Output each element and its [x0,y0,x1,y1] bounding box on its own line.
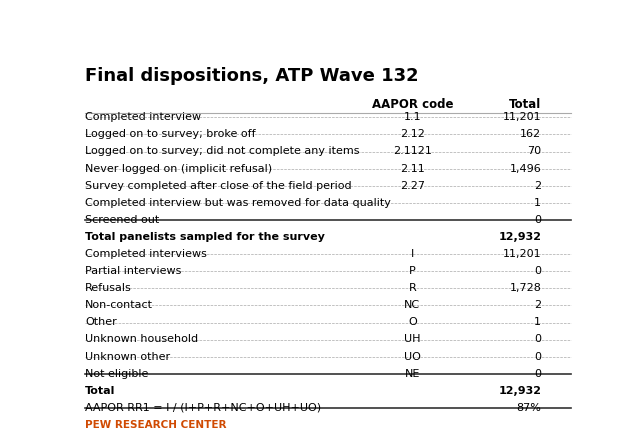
Text: 11,201: 11,201 [502,249,541,259]
Text: Total panelists sampled for the survey: Total panelists sampled for the survey [85,232,325,242]
Text: 1.1: 1.1 [403,112,421,122]
Text: 0: 0 [534,352,541,361]
Text: Unknown household: Unknown household [85,334,198,345]
Text: Partial interviews: Partial interviews [85,266,181,276]
Text: Unknown other: Unknown other [85,352,170,361]
Text: 12,932: 12,932 [499,386,541,396]
Text: Not eligible: Not eligible [85,369,148,379]
Text: I: I [411,249,414,259]
Text: 0: 0 [534,266,541,276]
Text: Survey completed after close of the field period: Survey completed after close of the fiel… [85,181,351,190]
Text: Non-contact: Non-contact [85,300,153,310]
Text: 2: 2 [534,300,541,310]
Text: Other: Other [85,317,116,327]
Text: 1,496: 1,496 [509,163,541,174]
Text: 2.11: 2.11 [400,163,425,174]
Text: 1: 1 [534,198,541,208]
Text: Completed interview but was removed for data quality: Completed interview but was removed for … [85,198,391,208]
Text: 2.12: 2.12 [400,129,425,139]
Text: O: O [408,317,417,327]
Text: NE: NE [404,369,420,379]
Text: UO: UO [404,352,420,361]
Text: 162: 162 [520,129,541,139]
Text: Completed interview: Completed interview [85,112,201,122]
Text: NC: NC [404,300,420,310]
Text: 70: 70 [527,147,541,156]
Text: 2.1121: 2.1121 [393,147,432,156]
Text: Screened out: Screened out [85,215,159,225]
Text: Logged on to survey; did not complete any items: Logged on to survey; did not complete an… [85,147,360,156]
Text: 0: 0 [534,334,541,345]
Text: Never logged on (implicit refusal): Never logged on (implicit refusal) [85,163,272,174]
Text: 0: 0 [534,369,541,379]
Text: AAPOR code: AAPOR code [372,98,453,111]
Text: 0: 0 [534,215,541,225]
Text: P: P [409,266,416,276]
Text: 12,932: 12,932 [499,232,541,242]
Text: Total: Total [85,386,115,396]
Text: R: R [408,283,416,293]
Text: Total: Total [509,98,541,111]
Text: Logged on to survey; broke off: Logged on to survey; broke off [85,129,255,139]
Text: 2.27: 2.27 [400,181,425,190]
Text: 11,201: 11,201 [502,112,541,122]
Text: Completed interviews: Completed interviews [85,249,207,259]
Text: Refusals: Refusals [85,283,132,293]
Text: PEW RESEARCH CENTER: PEW RESEARCH CENTER [85,420,227,430]
Text: Final dispositions, ATP Wave 132: Final dispositions, ATP Wave 132 [85,67,419,85]
Text: 2: 2 [534,181,541,190]
Text: 1: 1 [534,317,541,327]
Text: 87%: 87% [516,403,541,413]
Text: UH: UH [404,334,420,345]
Text: 1,728: 1,728 [509,283,541,293]
Text: AAPOR RR1 = I / (I+P+R+NC+O+UH+UO): AAPOR RR1 = I / (I+P+R+NC+O+UH+UO) [85,403,321,413]
